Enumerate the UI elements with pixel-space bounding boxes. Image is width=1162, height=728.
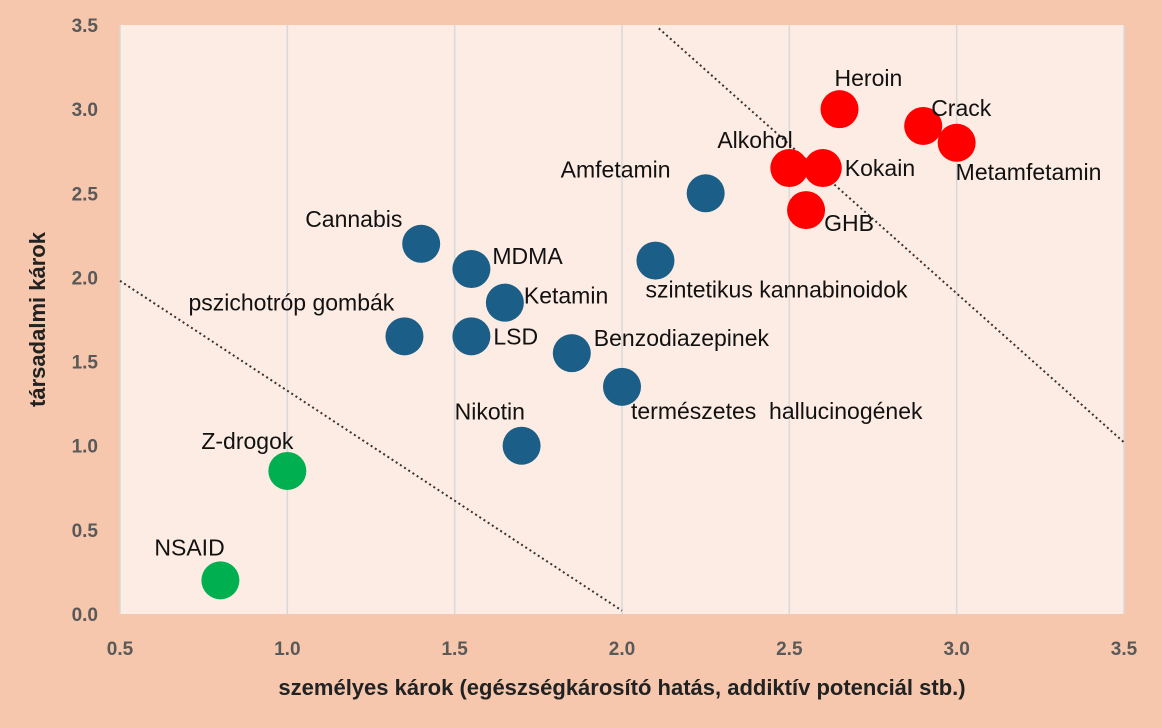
reference-lines [119,27,1125,612]
y-axis-title: társadalmi károk [25,231,50,407]
y-tick-label: 1.0 [72,437,98,458]
data-point [636,241,675,280]
data-point [452,317,491,356]
data-point [268,451,307,490]
data-point [201,561,240,600]
data-point [787,191,826,230]
y-tick-label: 2.5 [72,184,99,205]
data-label: Metamfetamin [956,159,1102,185]
data-point [385,317,424,356]
data-label: GHB [824,210,874,236]
data-point [402,224,441,263]
data-point [502,426,541,465]
x-tick-label: 3.0 [943,639,969,660]
data-point [603,367,641,406]
point-labels: NSAID Z-drogok Nikotin pszichotróp gombák LS… [154,65,1101,560]
y-tick-label: 0.0 [72,605,98,626]
data-label: Ketamin [524,283,608,309]
gridlines [119,25,1125,614]
x-tick-label: 3.5 [1111,639,1138,660]
x-tick-label: 2.0 [609,639,635,660]
data-points [201,90,976,600]
x-tick-label: 0.5 [107,639,134,660]
data-point [485,283,524,322]
x-tick-label: 2.5 [776,639,803,660]
dotted-reference-line [119,279,623,612]
x-tick-label: 1.5 [441,639,468,660]
data-label: Kokain [845,155,915,181]
y-tick-label: 3.5 [72,16,99,37]
data-label: Heroin [835,65,903,91]
data-point [452,250,491,289]
y-tick-label: 3.0 [72,100,98,121]
data-label: Z-drogok [201,428,294,454]
y-tick-label: 1.5 [72,353,99,374]
data-label: természetes hallucinogének [631,398,923,424]
data-label: Alkohol [717,127,792,153]
data-label: Benzodiazepinek [594,325,770,351]
data-point [552,334,591,373]
data-label: Cannabis [305,206,402,232]
data-label: Amfetamin [561,156,671,182]
y-tick-label: 2.0 [72,268,98,289]
data-point [904,106,943,145]
data-label: LSD [493,323,538,349]
data-point [803,149,842,188]
data-point [820,90,859,129]
data-label: Crack [931,95,992,121]
data-label: MDMA [492,243,563,269]
data-point [770,149,809,188]
data-point [686,174,725,213]
dotted-reference-line [658,27,1125,444]
data-label: szintetikus kannabinoidok [645,277,908,303]
tick-labels: 0.5 1.0 1.5 2.0 2.5 3.0 3.5 0.0 0.5 1.0 1.5 2.0 2.5 3… [72,16,1138,660]
x-tick-label: 1.0 [274,639,300,660]
data-label: pszichotróp gombák [188,289,394,315]
x-axis-title: személyes károk (egészségkárosító hatás,… [278,675,965,700]
data-point [937,123,976,162]
y-tick-label: 0.5 [72,521,99,542]
data-label: NSAID [154,534,224,560]
data-label: Nikotin [455,399,525,425]
